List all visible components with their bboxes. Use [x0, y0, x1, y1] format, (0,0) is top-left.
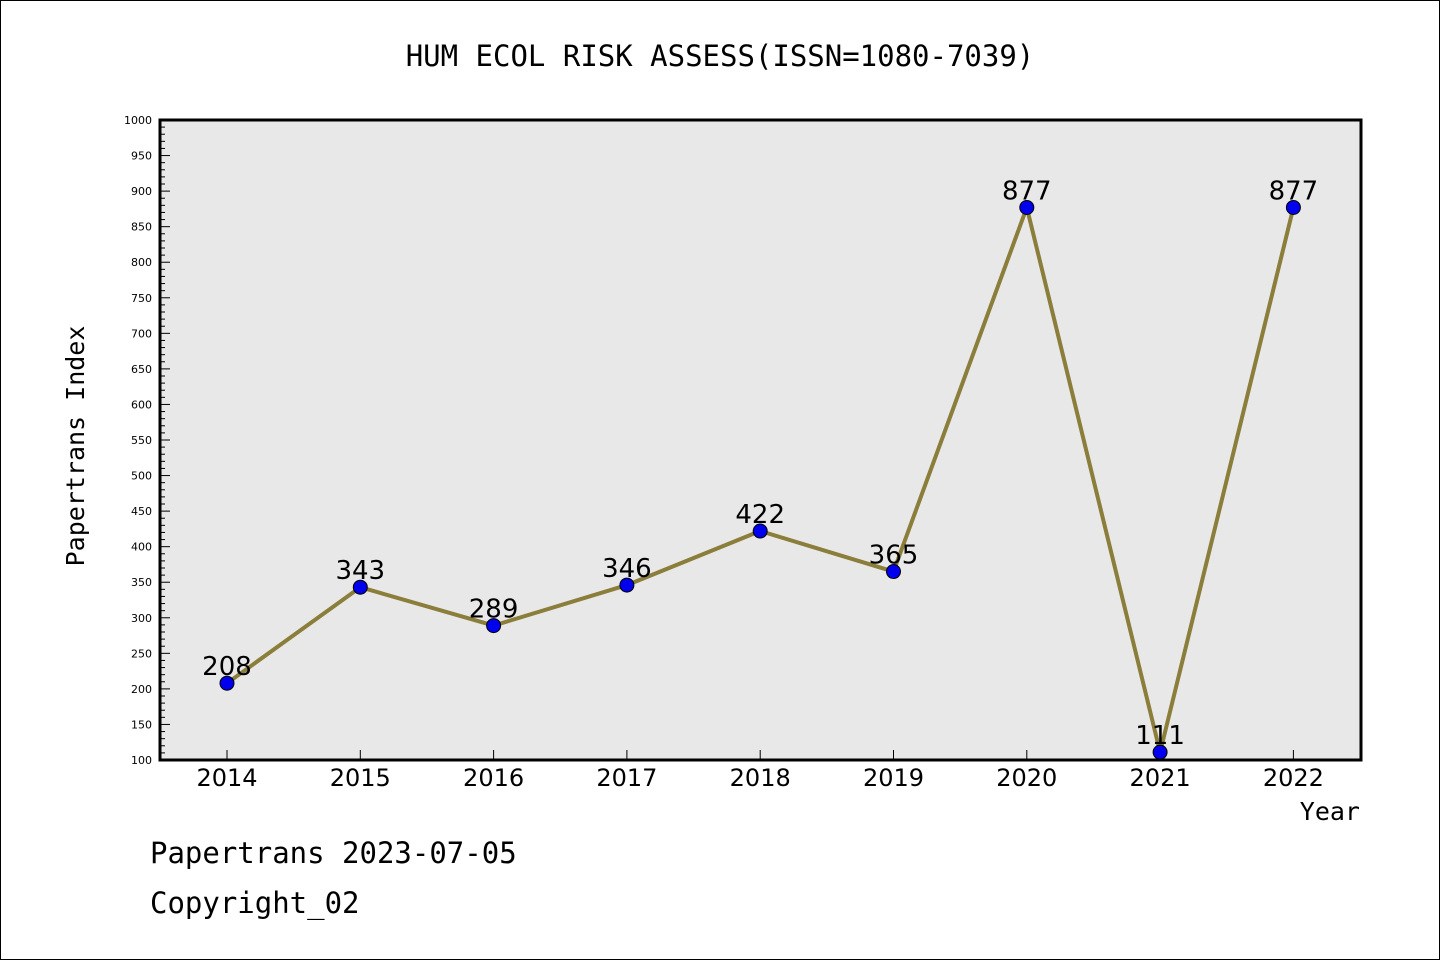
- y-tick-label: 500: [131, 470, 152, 483]
- y-tick-label: 700: [131, 327, 152, 340]
- y-tick-label: 300: [131, 612, 152, 625]
- y-axis: 100 150 200 250 300 350 400 450 500 550 600 650 700 7…: [124, 114, 170, 767]
- plot-border: [158, 118, 1363, 762]
- data-label: 422: [735, 500, 785, 530]
- y-tick-label: 150: [131, 718, 152, 731]
- data-label: 289: [469, 595, 519, 625]
- data-label: 208: [202, 652, 252, 682]
- data-label: 877: [1002, 176, 1052, 206]
- data-point: [352, 579, 368, 595]
- x-tick-label: 2014: [196, 764, 257, 792]
- y-tick-label: 350: [131, 576, 152, 589]
- chart-title: HUM ECOL RISK ASSESS(ISSN=1080-7039): [406, 39, 1035, 73]
- data-point: [886, 564, 901, 580]
- data-point: [1019, 199, 1035, 215]
- x-axis: 2014 2015 2016 2017 2018 2019 2020 2021 2022: [196, 750, 1324, 792]
- y-tick-label: 800: [131, 256, 152, 269]
- data-label: 111: [1135, 721, 1185, 751]
- data-label: 346: [602, 554, 652, 584]
- y-tick-label: 200: [131, 683, 152, 696]
- y-tick-label: 250: [131, 647, 152, 660]
- y-tick-label: 600: [131, 398, 152, 411]
- y-tick-label: 900: [131, 185, 152, 198]
- y-tick-label: 650: [131, 363, 152, 376]
- data-label: 343: [335, 556, 385, 586]
- footer-copyright: Copyright_02: [150, 886, 360, 920]
- x-tick-label: 2022: [1263, 764, 1324, 792]
- data-label: 365: [869, 541, 919, 571]
- x-axis-label: Year: [1300, 797, 1360, 826]
- x-tick-label: 2015: [330, 764, 391, 792]
- y-tick-label: 950: [131, 150, 152, 163]
- y-tick-label: 400: [131, 541, 152, 554]
- data-point: [219, 675, 235, 691]
- x-tick-label: 2020: [996, 764, 1057, 792]
- data-point: [486, 618, 502, 634]
- series-line-group: 208 343 289 346 422 365 877 111 877: [202, 176, 1319, 760]
- data-point: [619, 577, 635, 593]
- x-tick-label: 2016: [463, 764, 524, 792]
- x-tick-label: 2017: [596, 764, 657, 792]
- y-tick-label: 550: [131, 434, 152, 447]
- data-label: 877: [1269, 176, 1319, 206]
- y-tick-label: 450: [131, 505, 152, 518]
- x-tick-label: 2021: [1130, 764, 1191, 792]
- data-point: [752, 523, 768, 539]
- y-axis-label: Papertrans Index: [61, 326, 90, 567]
- y-tick-label: 1000: [124, 114, 152, 127]
- plot-area: [160, 120, 1361, 760]
- footer-date: Papertrans 2023-07-05: [150, 836, 517, 870]
- y-tick-label: 850: [131, 221, 152, 234]
- x-tick-label: 2018: [730, 764, 791, 792]
- y-tick-label: 100: [131, 754, 152, 767]
- y-tick-label: 750: [131, 292, 152, 305]
- data-point: [1285, 199, 1301, 215]
- x-tick-label: 2019: [863, 764, 924, 792]
